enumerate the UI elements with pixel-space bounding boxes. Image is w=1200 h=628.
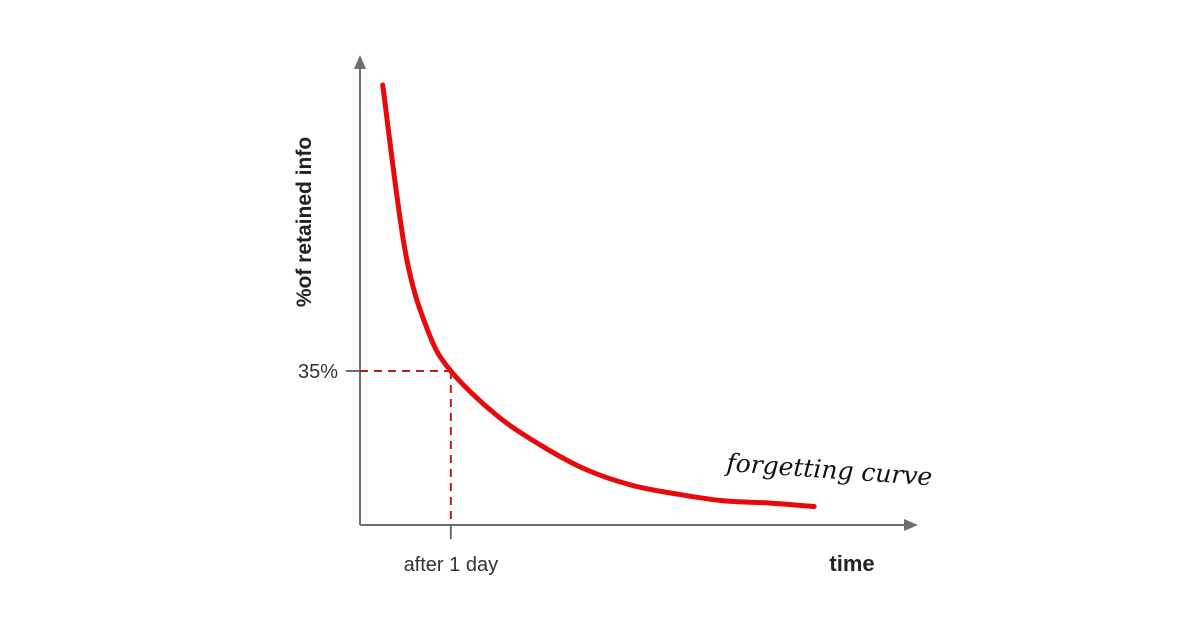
tick-labels: 35% after 1 day: [298, 361, 498, 576]
reference-lines: [360, 370, 452, 525]
x-axis-label: time: [829, 551, 874, 576]
y-axis-label: %of retained info: [293, 137, 316, 307]
series-group: [380, 82, 817, 509]
x-tick-label: after 1 day: [404, 554, 499, 576]
forgetting-curve-annotation: forgetting curve: [724, 448, 934, 491]
y-tick-label: 35%: [298, 361, 338, 383]
x-axis-arrow: [904, 519, 918, 531]
y-axis-arrow: [354, 55, 366, 69]
forgetting-curve-line: [380, 82, 817, 509]
